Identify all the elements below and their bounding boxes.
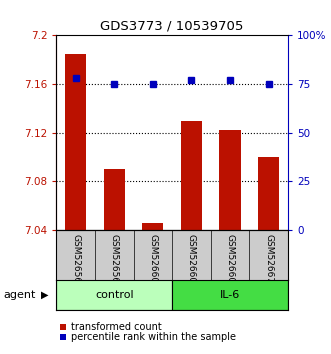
Bar — [172, 280, 288, 310]
Text: percentile rank within the sample: percentile rank within the sample — [71, 332, 235, 342]
Bar — [56, 280, 172, 310]
Text: GSM526603: GSM526603 — [187, 234, 196, 289]
Text: GSM526561: GSM526561 — [71, 234, 80, 289]
Text: GSM526605: GSM526605 — [225, 234, 235, 289]
Text: GSM526562: GSM526562 — [110, 234, 119, 289]
Bar — [65, 54, 86, 230]
Bar — [219, 130, 241, 230]
Bar — [258, 157, 279, 230]
Text: IL-6: IL-6 — [220, 290, 240, 300]
Text: control: control — [95, 290, 133, 300]
Text: GSM526602: GSM526602 — [148, 234, 157, 289]
Text: agent: agent — [3, 290, 36, 300]
Text: transformed count: transformed count — [71, 322, 161, 332]
Title: GDS3773 / 10539705: GDS3773 / 10539705 — [100, 20, 244, 33]
Text: ▶: ▶ — [41, 290, 48, 300]
Bar — [181, 121, 202, 230]
Bar — [142, 223, 164, 230]
Text: GSM526678: GSM526678 — [264, 234, 273, 289]
Bar — [104, 169, 125, 230]
